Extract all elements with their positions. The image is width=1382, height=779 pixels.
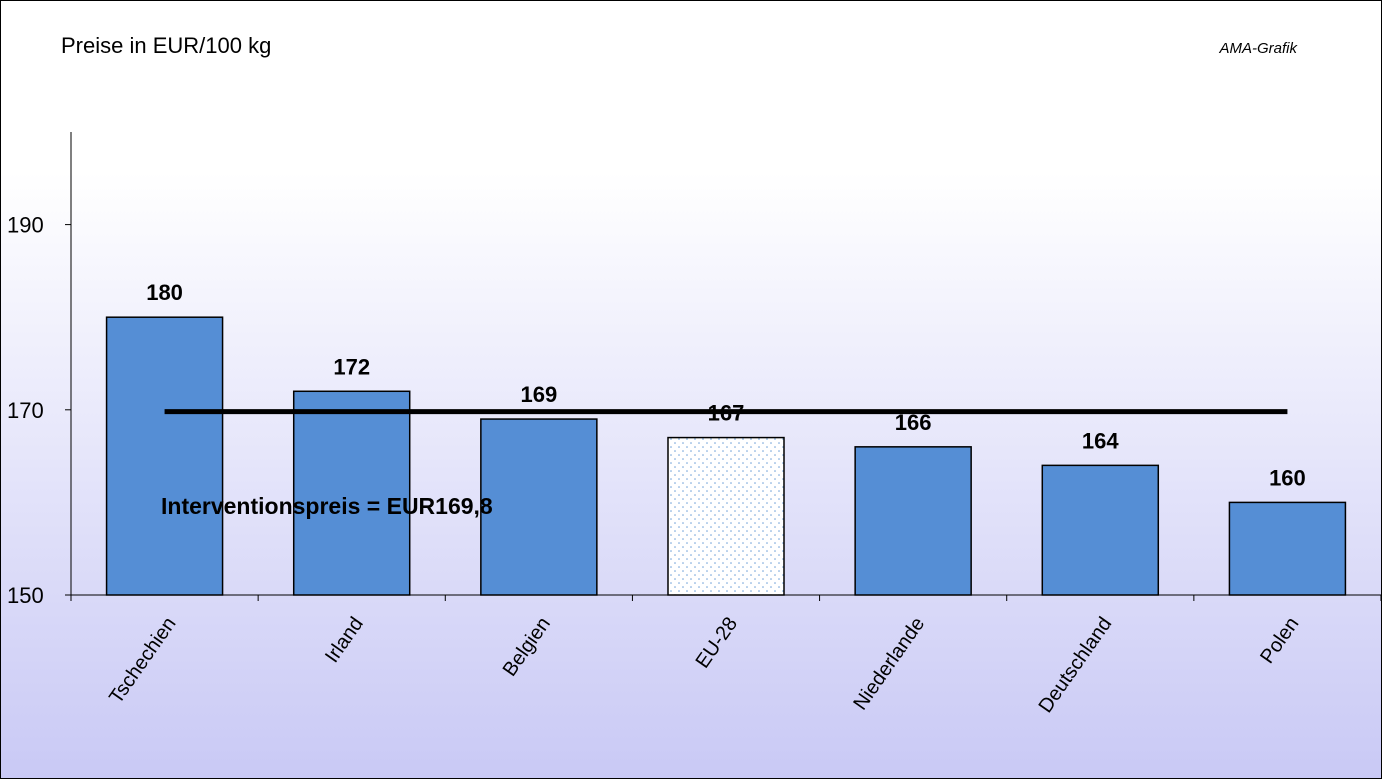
x-tick-label: Tschechien [105,613,180,708]
x-tick-label: Belgien [499,613,555,680]
bar [105,316,224,596]
x-tick-label: Irland [321,613,368,667]
chart-title: Preise in EUR/100 kg [61,33,271,58]
data-label: 160 [1269,465,1306,490]
bar [1228,501,1347,596]
data-label: 164 [1082,428,1119,453]
x-tick-label: Niederlande [849,613,929,714]
source-label: AMA-Grafik [1218,40,1298,57]
y-tick-label: 190 [7,213,44,238]
bar [854,446,972,596]
y-tick-label: 170 [7,398,44,423]
bar [480,418,598,596]
bar-highlight [667,436,785,596]
intervention-price-label: Interventionspreis = EUR169,8 [161,493,493,519]
plot-area: 150 170 190 180 Tschechien 172 Irland 169 Belgie… [7,132,1381,717]
y-tick-label: 150 [7,583,44,608]
data-label: 169 [520,382,557,407]
bar [292,390,411,596]
data-label: 172 [333,354,370,379]
data-label: 180 [146,280,183,305]
x-tick-label: EU-28 [692,613,743,672]
x-tick-label: Polen [1256,613,1303,668]
bar [1041,464,1160,596]
x-tick-label: Deutschland [1035,613,1117,717]
